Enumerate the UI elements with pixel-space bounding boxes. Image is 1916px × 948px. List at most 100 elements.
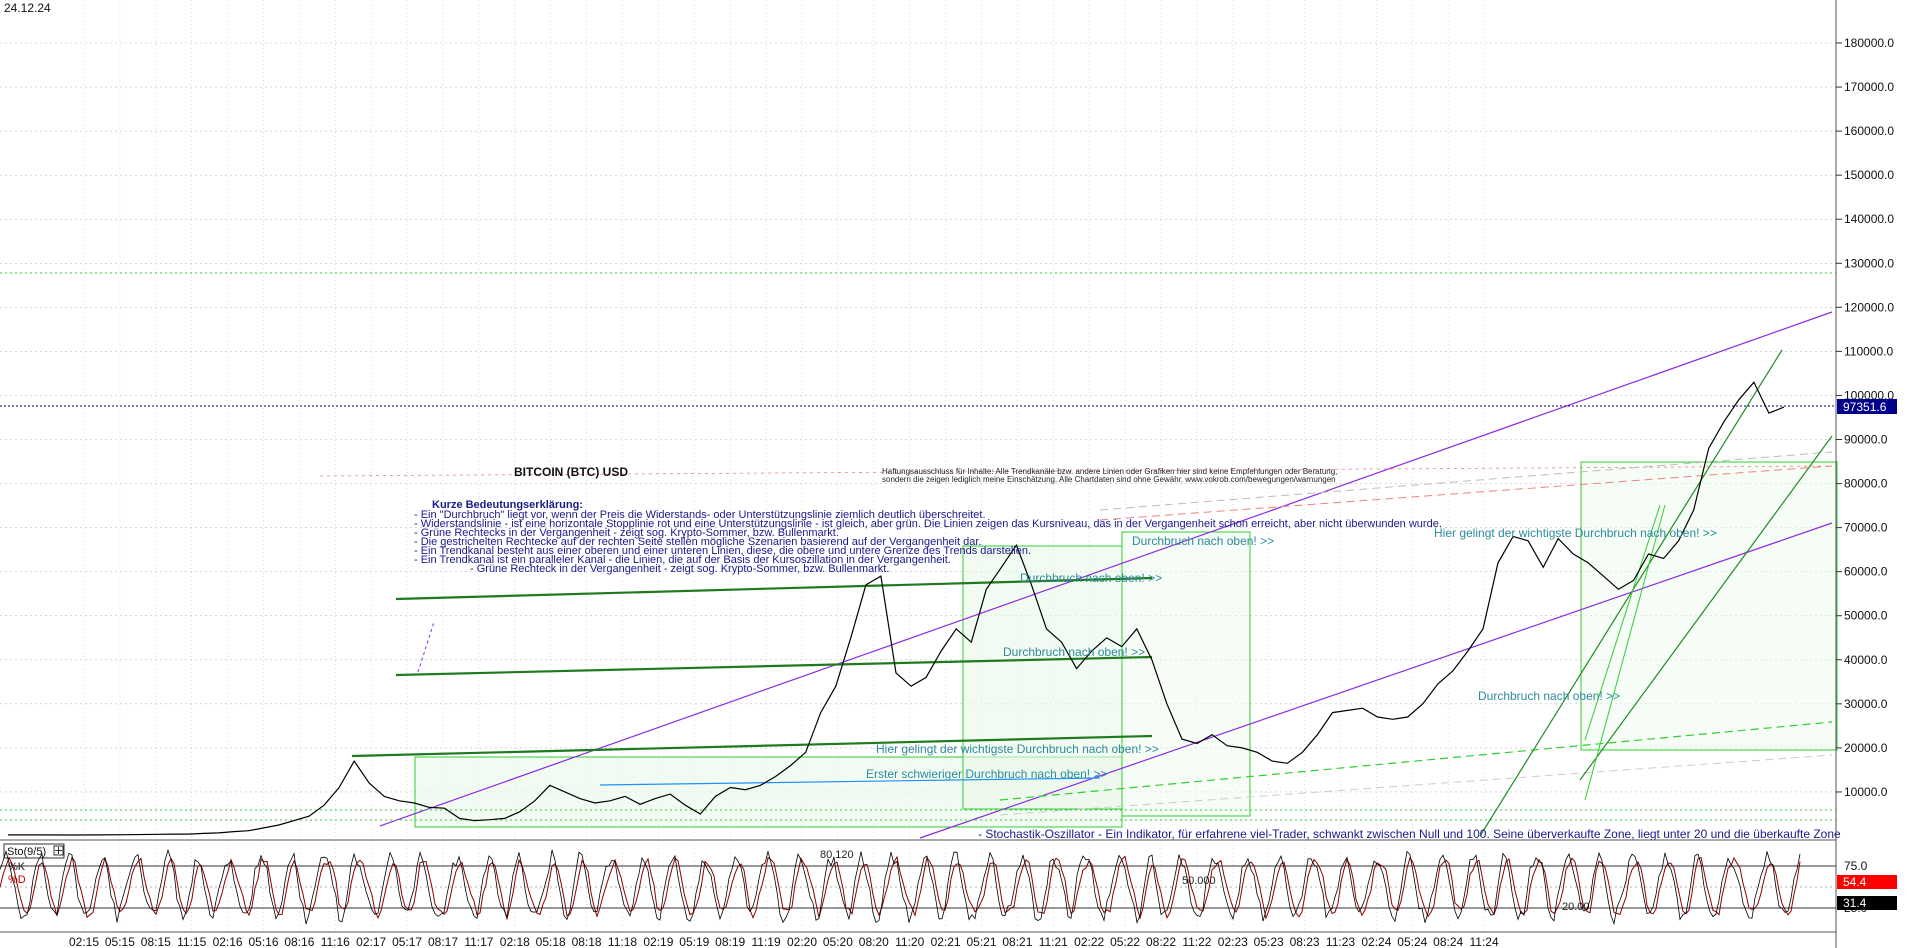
x-tick-label: 11:15 [177,935,206,948]
y-tick-label: 170000.0 [1844,80,1894,94]
d-value-tag [1837,896,1897,910]
steep-channel-line [1479,349,1783,837]
steep-channel-line [1579,435,1833,781]
x-tick-label: 02:23 [1218,935,1248,948]
k-value-tag [1837,875,1897,889]
x-tick-label: 11:18 [608,935,637,948]
bull-rectangle [1580,461,1838,751]
horizontal-grid [0,42,1836,793]
osc-inline-label: 80.120 [820,849,854,861]
dashed-grey-line [999,754,1833,816]
annotation-line: - Ein Trendkanal ist ein paralleler Kana… [414,554,951,566]
x-tick-label: 02:20 [787,935,817,948]
small-dashed-line [417,621,435,673]
stochastic-d-line [0,855,1801,921]
x-tick-label: 02:19 [643,935,673,948]
x-tick-label: 05:16 [248,935,278,948]
annotation-line: - Die gestrichelten Rechtecke auf der re… [414,536,981,548]
x-tick-label: 02:16 [213,935,243,948]
breakout-label: Durchbruch nach oben! >> [1020,571,1162,585]
y-tick-label: 160000.0 [1844,124,1894,138]
x-axis: 02:15 05:15 08:15 11:15 02:16 05:16 08:16 11:16… [69,935,1499,948]
d-value: 31.4 [1843,896,1867,910]
x-tick-label: 02:18 [500,935,530,948]
y-tick-label: 60000.0 [1844,565,1888,579]
oscillator-title: Sto(9/5) [7,846,46,858]
y-tick-label: 20000.0 [1844,741,1888,755]
y-tick-label: 80000.0 [1844,477,1888,491]
y-tick-label: 90000.0 [1844,433,1888,447]
y-tick-label: 110000.0 [1844,344,1893,358]
y-tick-label: 130000.0 [1844,256,1894,270]
x-tick-label: 11:20 [895,935,924,948]
support-line [599,777,1101,786]
x-tick-label: 05:20 [823,935,853,948]
dashed-grey-line [1099,451,1833,511]
x-tick-label: 08:15 [141,935,171,948]
y-tick-label: 30000.0 [1844,697,1888,711]
x-tick-label: 11:17 [464,935,493,948]
x-tick-label: 11:24 [1470,935,1499,948]
x-tick-label: 08:22 [1146,935,1176,948]
resistance-line [395,655,1153,677]
x-tick-label: 05:17 [392,935,422,948]
y-tick-label: 140000.0 [1844,212,1894,226]
x-tick-label: 05:21 [966,935,996,948]
plus-icon [55,847,62,854]
key-breakout-label: Hier gelingt der wichtigste Durchbruch n… [876,742,1159,756]
steep-channel-line [1584,504,1661,741]
x-tick-label: 08:24 [1433,935,1463,948]
annotation-line: - Grüne Rechtecks in der Vergangenheit -… [414,527,839,539]
x-tick-label: 05:23 [1254,935,1284,948]
x-tick-label: 08:19 [715,935,745,948]
annotation-header: Kurze Bedeutungserklärung: [432,499,583,511]
x-tick-label: 02:15 [69,935,99,948]
channel-lower-line [919,522,1833,839]
key-breakout-label: Hier gelingt der wichtigste Durchbruch n… [1434,526,1717,540]
dashed-red-line [319,465,1833,477]
x-tick-label: 11:16 [321,935,350,948]
channel-upper-line [379,311,1833,827]
x-tick-label: 05:19 [679,935,709,948]
resistance-line [395,576,1153,601]
x-tick-label: 08:16 [284,935,314,948]
steep-channel-line [1584,504,1666,801]
trendline-drawings [0,272,1838,839]
disclaimer-line: sondern die zeigen lediglich meine Einsc… [882,475,1336,484]
x-tick-label: 02:21 [931,935,961,948]
x-tick-label: 08:18 [572,935,602,948]
x-tick-label: 05:15 [105,935,135,948]
first-breakout-label: Erster schwieriger Durchbruch nach oben!… [866,767,1107,781]
dashed-support-line [999,721,1833,801]
y-tick-label: 100000.0 [1844,388,1894,402]
x-tick-label: 11:21 [1039,935,1068,948]
x-tick-label: 11:22 [1182,935,1211,948]
bull-rectangle [962,545,1123,810]
osc-inline-label: 20.00 [1562,901,1590,913]
y-tick-label: 50000.0 [1844,609,1888,623]
oscillator-title-box[interactable] [3,843,65,859]
x-tick-label: 08:17 [428,935,458,948]
annotation-line: - Widerstandslinie - ist eine horizontal… [414,518,1442,530]
osc-tick-75: 75.0 [1844,859,1868,873]
y-axis: 10000.0 20000.0 30000.0 40000.0 50000.0 60000… [1836,36,1894,799]
x-tick-label: 02:22 [1074,935,1104,948]
x-tick-label: 02:24 [1361,935,1391,948]
breakout-label: Durchbruch nach oben! >> [1132,534,1274,548]
x-tick-label: 05:24 [1397,935,1427,948]
price-tag-value: 97351.6 [1843,400,1887,414]
x-tick-label: 08:23 [1290,935,1320,948]
x-tick-label: 11:23 [1326,935,1355,948]
x-tick-label: 05:22 [1110,935,1140,948]
chart-title: BITCOIN (BTC) USD [514,465,628,479]
annotation-line: - Ein Trendkanal besteht aus einer obere… [414,545,1031,557]
x-tick-label: 05:18 [536,935,566,948]
stochastic-note: - Stochastik-Oszillator - Ein Indikator,… [978,827,1841,841]
breakout-label: Durchbruch nach oben! >> [1478,689,1620,703]
x-tick-label: 11:19 [752,935,781,948]
price-tag-box [1837,399,1897,414]
y-tick-label: 150000.0 [1844,168,1894,182]
x-tick-label: 08:20 [859,935,889,948]
price-series-line [8,381,1785,836]
